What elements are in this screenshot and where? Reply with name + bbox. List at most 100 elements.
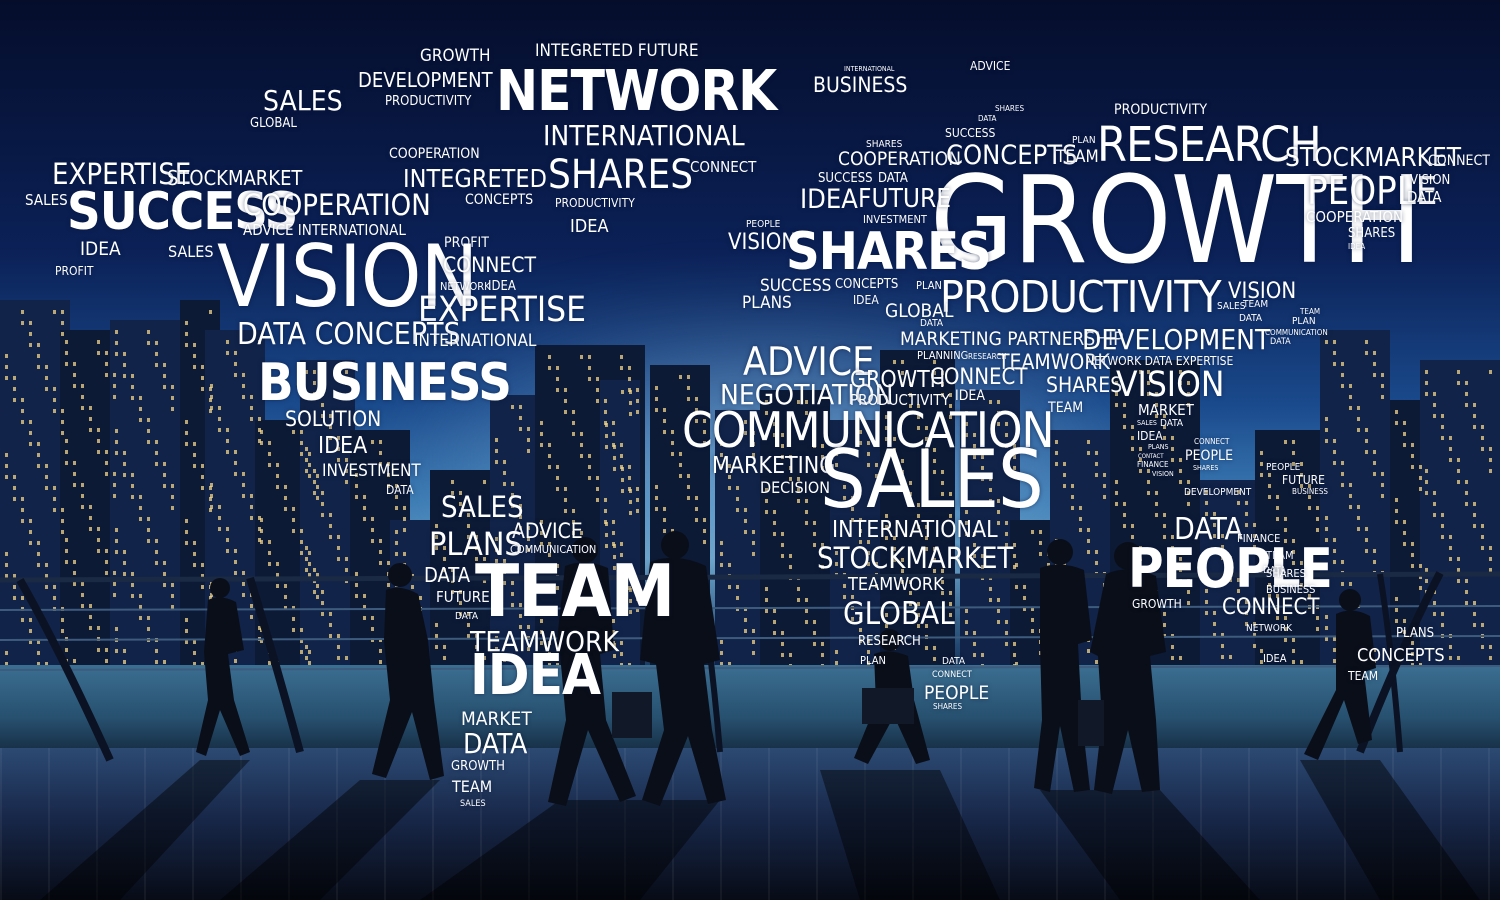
- window-light: [292, 507, 295, 511]
- window-light: [123, 649, 126, 653]
- window-light: [1333, 439, 1336, 443]
- window-light: [226, 538, 229, 542]
- window-light: [1457, 469, 1460, 473]
- window-light: [193, 453, 196, 457]
- window-light: [163, 473, 166, 477]
- window-light: [805, 422, 808, 426]
- window-light: [234, 659, 237, 663]
- window-light: [411, 585, 414, 589]
- map-word: BUSINESS: [258, 353, 512, 413]
- window-light: [949, 591, 952, 595]
- window-light: [941, 580, 944, 584]
- window-light: [193, 662, 196, 666]
- window-light: [81, 582, 84, 586]
- map-word: MARKETING PARTNERSHIP: [900, 328, 1124, 350]
- window-light: [337, 447, 340, 451]
- window-light: [997, 400, 1000, 404]
- window-light: [495, 647, 498, 651]
- window-light: [226, 439, 229, 443]
- window-light: [242, 483, 245, 487]
- window-light: [1163, 612, 1166, 616]
- window-light: [813, 642, 816, 646]
- window-light: [193, 365, 196, 369]
- window-light: [81, 505, 84, 509]
- window-light: [1023, 596, 1026, 600]
- window-light: [1419, 476, 1422, 480]
- window-light: [1489, 557, 1492, 561]
- window-light: [258, 538, 261, 542]
- window-light: [1213, 534, 1216, 538]
- window-light: [193, 464, 196, 468]
- window-light: [1163, 513, 1166, 517]
- window-light: [629, 599, 632, 603]
- window-light: [1449, 458, 1452, 462]
- map-word: INTERNATIONAL: [844, 65, 895, 73]
- window-light: [5, 354, 8, 358]
- window-light: [1381, 483, 1384, 487]
- window-light: [859, 617, 862, 621]
- window-light: [105, 472, 108, 476]
- window-light: [556, 586, 559, 590]
- window-light: [720, 541, 723, 545]
- window-light: [316, 496, 319, 500]
- window-light: [1403, 443, 1406, 447]
- window-light: [781, 554, 784, 558]
- window-light: [61, 530, 64, 534]
- window-light: [284, 485, 287, 489]
- window-light: [451, 480, 454, 484]
- window-light: [687, 386, 690, 390]
- window-light: [596, 399, 599, 403]
- window-light: [519, 405, 522, 409]
- window-light: [1473, 601, 1476, 605]
- window-light: [548, 454, 551, 458]
- window-light: [655, 408, 658, 412]
- map-word: PLANS: [742, 293, 792, 313]
- window-light: [1237, 589, 1240, 593]
- window-light: [419, 596, 422, 600]
- window-light: [1333, 450, 1336, 454]
- window-light: [885, 437, 888, 441]
- window-light: [1425, 579, 1428, 583]
- window-light: [115, 451, 118, 455]
- window-light: [268, 463, 271, 467]
- window-light: [744, 530, 747, 534]
- window-light: [61, 332, 64, 336]
- window-light: [989, 477, 992, 481]
- window-light: [1115, 480, 1118, 484]
- window-light: [308, 474, 311, 478]
- window-light: [1425, 480, 1428, 484]
- window-light: [379, 649, 382, 653]
- window-light: [1333, 538, 1336, 542]
- window-light: [185, 321, 188, 325]
- window-light: [1308, 583, 1311, 587]
- window-light: [695, 408, 698, 412]
- window-light: [147, 528, 150, 532]
- window-light: [1373, 362, 1376, 366]
- map-word: GROWTH: [850, 367, 946, 393]
- window-light: [1115, 392, 1118, 396]
- window-light: [679, 375, 682, 379]
- window-light: [73, 362, 76, 366]
- window-light: [1316, 506, 1319, 510]
- window-light: [337, 535, 340, 539]
- window-light: [744, 431, 747, 435]
- window-light: [300, 430, 303, 434]
- window-light: [201, 365, 204, 369]
- window-light: [1465, 392, 1468, 396]
- window-light: [1395, 498, 1398, 502]
- window-light: [163, 385, 166, 389]
- window-light: [308, 661, 311, 665]
- window-light: [483, 579, 486, 583]
- window-light: [695, 507, 698, 511]
- window-light: [765, 499, 768, 503]
- window-light: [234, 472, 237, 476]
- window-light: [821, 466, 824, 470]
- window-light: [671, 441, 674, 445]
- window-light: [629, 588, 632, 592]
- window-light: [805, 411, 808, 415]
- window-light: [752, 453, 755, 457]
- map-word: PEOPLE: [924, 682, 990, 704]
- window-light: [363, 594, 366, 598]
- window-light: [1425, 491, 1428, 495]
- window-light: [540, 520, 543, 524]
